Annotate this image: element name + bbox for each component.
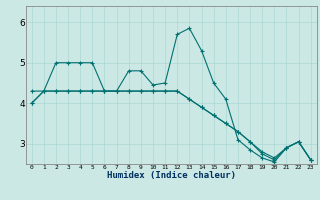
X-axis label: Humidex (Indice chaleur): Humidex (Indice chaleur)	[107, 171, 236, 180]
